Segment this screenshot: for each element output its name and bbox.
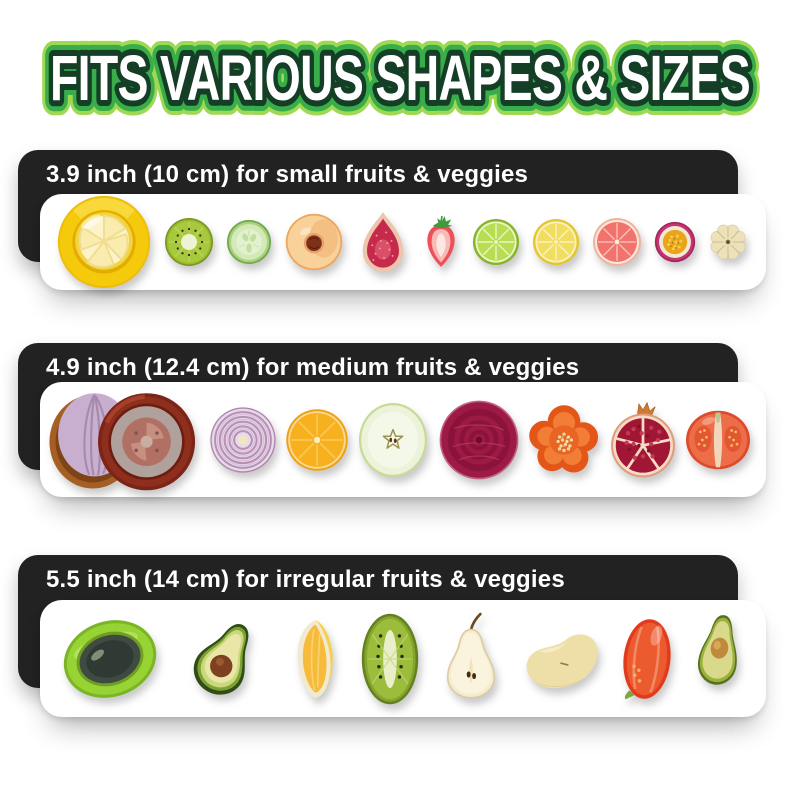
orange-slice — [285, 408, 349, 472]
lemon-slice — [532, 218, 580, 266]
kiwi-slice — [164, 217, 214, 267]
svg-text:FITS VARIOUS SHAPES & SIZES: FITS VARIOUS SHAPES & SIZES — [50, 42, 750, 114]
kiwi-half — [358, 612, 422, 706]
fruit-bar-small — [40, 194, 766, 290]
lime-slice — [472, 218, 520, 266]
peach-half — [284, 212, 344, 272]
svg-text:FITS VARIOUS SHAPES & SIZES: FITS VARIOUS SHAPES & SIZES — [50, 42, 750, 114]
size-label-medium: 4.9 inch (12.4 cm) for medium fruits & v… — [46, 354, 580, 381]
svg-text:FITS VARIOUS SHAPES & SIZES: FITS VARIOUS SHAPES & SIZES — [50, 42, 750, 114]
avocado-in-green-hugger — [54, 606, 166, 712]
citrus-wedge — [285, 617, 341, 701]
size-label-small: 3.9 inch (10 cm) for small fruits & vegg… — [46, 161, 529, 188]
garlic-head — [708, 222, 748, 262]
page-title: FITS VARIOUS SHAPES & SIZES FITS VARIOUS… — [35, 27, 766, 129]
fig-half — [356, 210, 410, 274]
fruit-bar-irregular — [40, 600, 766, 717]
fruit-row-medium — [40, 382, 766, 497]
svg-text:FITS VARIOUS SHAPES & SIZES: FITS VARIOUS SHAPES & SIZES — [50, 42, 750, 114]
roma-tomato-half — [621, 615, 673, 703]
fruit-row-irregular — [40, 600, 766, 717]
avocado-half-with-pit — [183, 619, 267, 699]
strawberry-half — [422, 215, 460, 269]
grapefruit-slice — [592, 217, 642, 267]
red-onion-slice — [209, 406, 277, 474]
size-label-irregular: 5.5 inch (14 cm) for irregular fruits & … — [46, 566, 565, 593]
cucumber-slice — [226, 219, 272, 265]
green-apple-slice — [356, 400, 430, 480]
lemon-in-yellow-hugger — [56, 194, 152, 290]
pear-half — [440, 609, 502, 709]
avocado-half — [690, 613, 746, 705]
onion-and-tomato-in-huggers — [46, 388, 202, 492]
fruit-bar-medium — [40, 382, 766, 497]
passion-fruit-half — [654, 221, 696, 263]
beet-slice — [438, 399, 520, 481]
bell-pepper-half — [527, 401, 601, 479]
pomegranate-half — [609, 400, 677, 480]
tomato-half — [684, 408, 752, 472]
fruit-row-small — [40, 194, 766, 290]
peeled-pear-half — [519, 621, 603, 697]
